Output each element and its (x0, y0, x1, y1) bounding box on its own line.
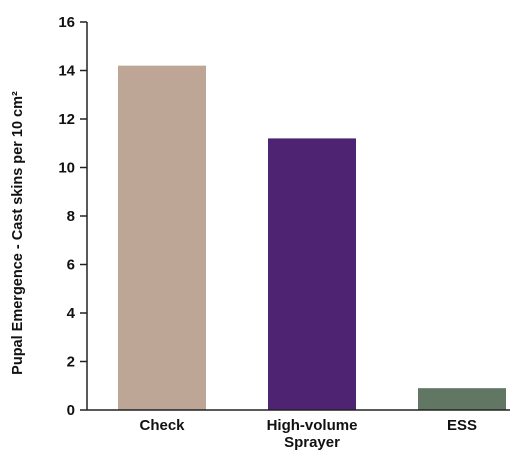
y-tick-label: 10 (58, 160, 75, 177)
y-ticks-group: 0 2 4 6 8 10 12 14 16 (58, 14, 87, 419)
bar-2 (268, 138, 356, 410)
y-tick-label: 2 (67, 354, 75, 371)
y-tick-label: 6 (67, 257, 75, 274)
x-category-label: ESS (447, 417, 477, 434)
y-axis-title: Pupal Emergence - Cast skins per 10 cm² (10, 91, 26, 375)
y-tick-label: 14 (58, 63, 75, 80)
x-category-label: Check (139, 417, 185, 434)
x-category-label: High-volume (267, 417, 358, 434)
y-tick-label: 4 (67, 305, 76, 322)
y-tick-label: 12 (58, 111, 75, 128)
bar-1 (118, 65, 206, 411)
y-tick-label: 16 (58, 14, 75, 31)
bar-3 (418, 388, 506, 410)
y-tick-label: 0 (67, 402, 75, 419)
y-axis-title-group: Pupal Emergence - Cast skins per 10 cm² (10, 91, 26, 375)
x-category-label: Sprayer (284, 434, 340, 451)
bars-group (118, 65, 506, 411)
y-tick-label: 8 (67, 208, 75, 225)
